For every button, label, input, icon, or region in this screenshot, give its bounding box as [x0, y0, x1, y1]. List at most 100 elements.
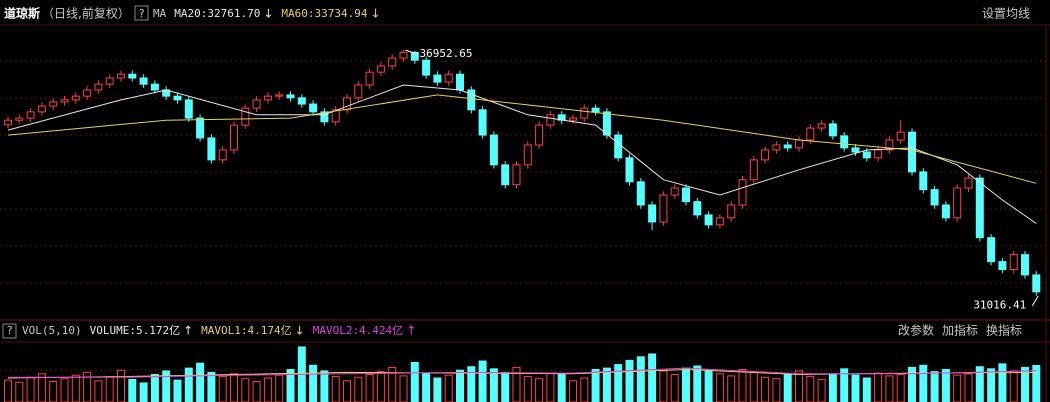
help-button[interactable]: ?	[6, 324, 13, 337]
volume-bar	[851, 374, 860, 402]
candle-body	[456, 73, 464, 91]
candle-body	[908, 131, 916, 173]
help-button[interactable]: ?	[138, 7, 145, 20]
volume-bar	[602, 367, 611, 402]
chart-title: 道琼斯	[4, 6, 40, 21]
volume-bar	[569, 380, 577, 402]
candle-body	[71, 95, 80, 101]
candle-body	[501, 164, 510, 186]
candle-body	[546, 114, 555, 126]
candle-body	[693, 201, 702, 216]
candle-body	[94, 83, 103, 91]
volume-bar	[252, 381, 261, 402]
volume-bar	[501, 371, 510, 402]
candle-body	[399, 51, 408, 59]
candle-body	[331, 109, 340, 123]
volume-bar	[738, 369, 747, 402]
volume-bar	[795, 370, 803, 402]
candle-body	[862, 151, 871, 159]
candle-body	[523, 144, 532, 166]
volume-bar	[71, 374, 80, 402]
volume-bar	[241, 378, 250, 402]
legend-label: MA20:32761.70	[174, 7, 260, 20]
candle-body	[105, 77, 114, 85]
volume-bar	[817, 378, 826, 402]
candle-body	[297, 97, 306, 105]
candle-body	[1032, 274, 1041, 293]
volume-bar	[309, 364, 318, 402]
candle-body	[535, 124, 544, 146]
legend-arrow: ↓	[371, 7, 381, 21]
volume-bar	[399, 375, 408, 402]
candle-body	[128, 73, 137, 79]
toolbar-button[interactable]: 换指标	[986, 323, 1022, 338]
candle-body	[388, 57, 397, 67]
volume-bar	[128, 378, 137, 402]
volume-bar	[4, 379, 12, 402]
grid	[0, 60, 1046, 371]
candle-body	[704, 214, 713, 226]
legend-arrow: ↑	[406, 324, 416, 338]
candle-body	[117, 73, 125, 79]
candle-body	[15, 117, 24, 121]
settings-button[interactable]: 设置均线	[982, 7, 1030, 21]
candle-body	[26, 111, 35, 119]
candle-body	[376, 65, 385, 73]
candle-body	[309, 103, 318, 113]
candle-body	[975, 177, 984, 239]
candle-body	[941, 204, 950, 219]
volume-bar	[580, 377, 589, 402]
volume-bar	[512, 366, 521, 402]
toolbar-button[interactable]: 加指标	[942, 323, 978, 338]
candle-body	[636, 181, 645, 206]
candle-body	[817, 123, 826, 129]
candle-body	[670, 187, 679, 196]
candle-body	[964, 177, 973, 189]
candle-body	[1009, 254, 1018, 271]
toolbar-button[interactable]: 改参数	[898, 323, 934, 338]
candle-body	[150, 83, 159, 91]
volume-bar	[422, 372, 431, 402]
help-box[interactable]	[2, 323, 17, 339]
help-box[interactable]	[134, 5, 149, 21]
volume-bar	[908, 366, 916, 402]
candle-body	[828, 123, 837, 137]
volume-bar	[1009, 370, 1018, 402]
volume-bar	[715, 373, 724, 402]
candle-body	[795, 139, 803, 149]
candle-body	[218, 149, 227, 161]
candle-body	[196, 117, 205, 139]
volume-bar	[365, 373, 374, 402]
candle-body	[874, 149, 883, 159]
volume-bar	[862, 377, 871, 402]
legend-arrow: ↓	[295, 324, 305, 338]
volume-bar	[60, 378, 69, 402]
candle-body	[953, 187, 962, 219]
candle-body	[851, 147, 860, 153]
volume-bar	[331, 376, 340, 402]
volume-bar	[749, 371, 758, 402]
volume-bar	[26, 376, 35, 402]
volume-bar	[320, 370, 329, 402]
volume-bar	[557, 373, 566, 402]
candle-body	[83, 89, 92, 97]
legend-arrow: ↑	[183, 324, 193, 338]
volume-bar	[964, 373, 973, 402]
volume-bar	[15, 381, 24, 402]
candle-body	[761, 149, 770, 161]
volume-bar	[648, 353, 657, 402]
volume-bar	[376, 371, 385, 402]
volume-bar	[806, 376, 815, 402]
candle-body	[252, 99, 261, 109]
volume-bar	[230, 373, 238, 402]
candle-body	[715, 217, 724, 226]
candle-body	[987, 237, 996, 263]
volume-bar	[196, 362, 205, 402]
volume-bar	[343, 380, 351, 402]
volume-bar	[625, 359, 634, 402]
candle-body	[207, 137, 216, 161]
candle-body	[1021, 254, 1029, 276]
volume-bar	[614, 364, 623, 402]
volume-bar	[636, 356, 645, 402]
chart-subtitle: （日线,前复权）	[42, 6, 130, 21]
